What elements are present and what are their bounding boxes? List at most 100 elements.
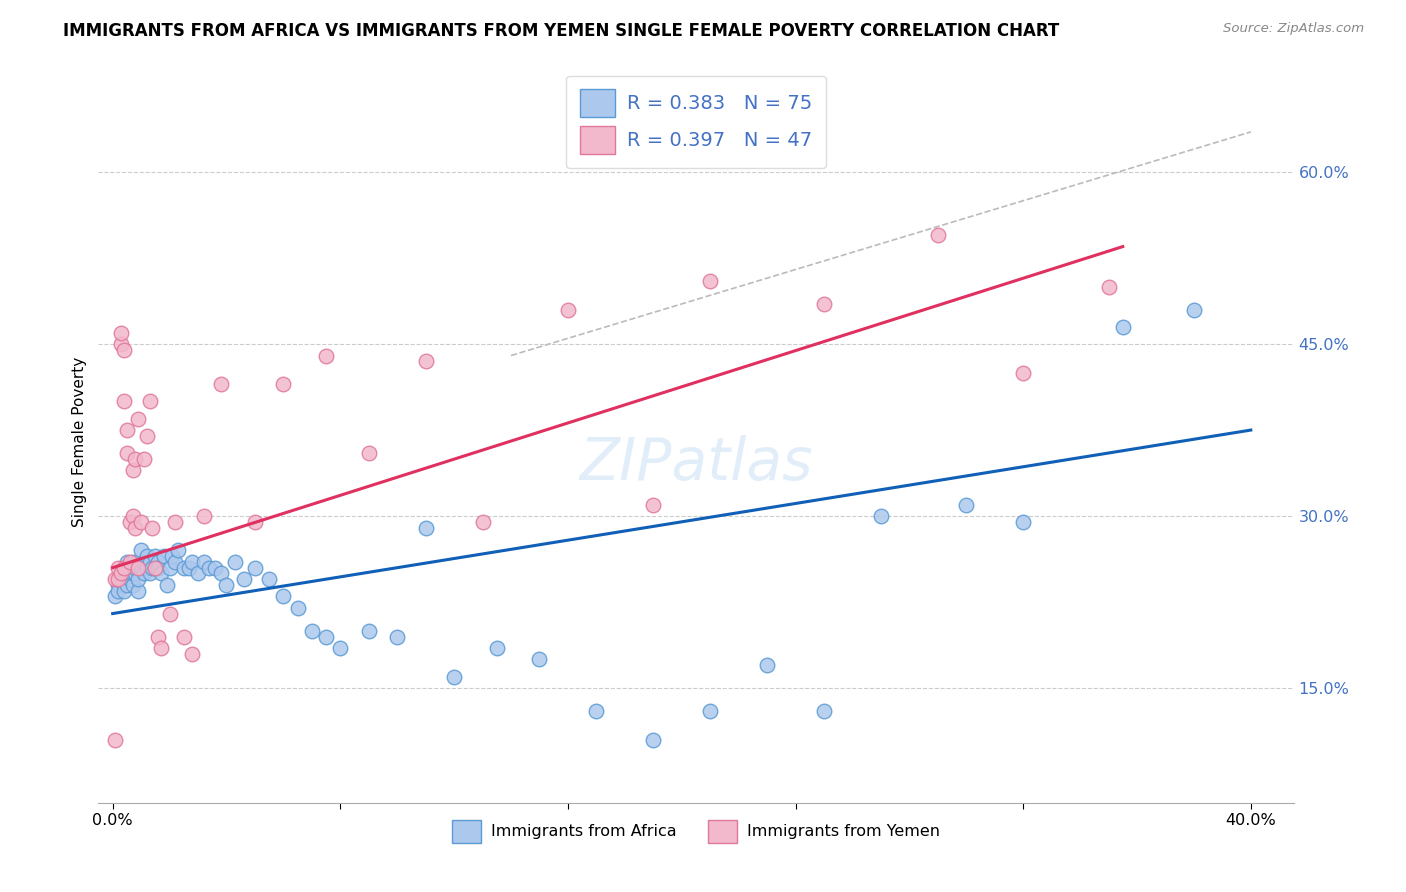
Text: ZIPatlas: ZIPatlas [579, 434, 813, 491]
Point [110, 572, 132, 586]
Point [112, 560, 135, 574]
Point [124, 566, 146, 581]
Point [243, 560, 266, 574]
Point [209, 377, 232, 392]
Point [643, 732, 665, 747]
Point [204, 560, 226, 574]
Point [132, 555, 155, 569]
Point [135, 549, 157, 564]
Point [165, 515, 187, 529]
Point [232, 572, 254, 586]
Point [127, 583, 149, 598]
Point [329, 640, 352, 655]
Point [159, 560, 181, 574]
Point [357, 624, 380, 638]
Point [132, 566, 155, 581]
Point [273, 377, 295, 392]
Point [148, 560, 170, 574]
Point [121, 578, 143, 592]
Point [115, 555, 138, 569]
Point [301, 624, 323, 638]
Point [927, 228, 949, 243]
Point [173, 630, 195, 644]
Point [1012, 366, 1035, 380]
Point [150, 566, 173, 581]
Point [104, 572, 127, 586]
Point [110, 337, 132, 351]
Point [141, 560, 163, 574]
Point [643, 498, 665, 512]
Point [115, 446, 138, 460]
Point [112, 578, 135, 592]
Legend: Immigrants from Africa, Immigrants from Yemen: Immigrants from Africa, Immigrants from … [446, 814, 946, 849]
Point [118, 572, 141, 586]
Point [471, 515, 494, 529]
Point [107, 572, 129, 586]
Point [165, 555, 187, 569]
Point [104, 732, 127, 747]
Point [357, 446, 380, 460]
Point [132, 451, 155, 466]
Point [1097, 279, 1119, 293]
Point [121, 509, 143, 524]
Point [127, 411, 149, 425]
Point [187, 566, 209, 581]
Point [127, 560, 149, 574]
Point [813, 297, 835, 311]
Point [181, 647, 204, 661]
Point [112, 394, 135, 409]
Point [129, 560, 152, 574]
Point [129, 515, 152, 529]
Point [110, 566, 132, 581]
Point [193, 509, 215, 524]
Point [141, 520, 163, 534]
Point [118, 555, 141, 569]
Point [110, 326, 132, 340]
Point [485, 640, 508, 655]
Point [193, 555, 215, 569]
Point [104, 590, 127, 604]
Point [143, 549, 166, 564]
Point [813, 704, 835, 718]
Point [415, 354, 437, 368]
Point [138, 555, 160, 569]
Point [118, 515, 141, 529]
Point [112, 583, 135, 598]
Point [110, 566, 132, 581]
Point [112, 560, 135, 574]
Point [121, 566, 143, 581]
Point [107, 560, 129, 574]
Point [955, 498, 977, 512]
Point [150, 640, 173, 655]
Point [135, 560, 157, 574]
Point [557, 302, 579, 317]
Point [127, 572, 149, 586]
Point [699, 274, 721, 288]
Point [243, 515, 266, 529]
Point [138, 566, 160, 581]
Point [179, 560, 201, 574]
Point [153, 549, 176, 564]
Point [870, 509, 893, 524]
Point [115, 423, 138, 437]
Text: Source: ZipAtlas.com: Source: ZipAtlas.com [1223, 22, 1364, 36]
Point [167, 543, 190, 558]
Point [124, 520, 146, 534]
Point [121, 555, 143, 569]
Point [159, 607, 181, 621]
Point [198, 560, 221, 574]
Point [148, 555, 170, 569]
Y-axis label: Single Female Poverty: Single Female Poverty [72, 357, 87, 526]
Point [124, 451, 146, 466]
Point [107, 578, 129, 592]
Point [143, 560, 166, 574]
Point [415, 520, 437, 534]
Point [215, 578, 238, 592]
Point [118, 566, 141, 581]
Point [585, 704, 607, 718]
Point [315, 630, 337, 644]
Point [1182, 302, 1205, 317]
Point [118, 560, 141, 574]
Text: IMMIGRANTS FROM AFRICA VS IMMIGRANTS FROM YEMEN SINGLE FEMALE POVERTY CORRELATIO: IMMIGRANTS FROM AFRICA VS IMMIGRANTS FRO… [63, 22, 1060, 40]
Point [385, 630, 409, 644]
